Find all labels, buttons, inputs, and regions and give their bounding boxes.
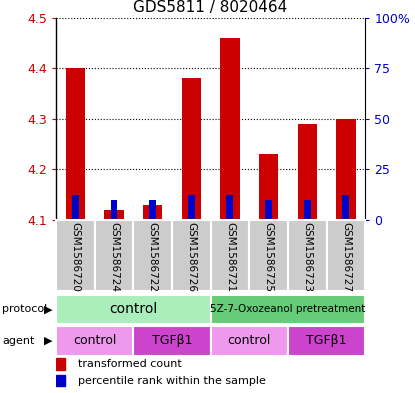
Bar — [133, 220, 172, 291]
Text: control: control — [73, 334, 116, 347]
Bar — [265, 200, 272, 220]
Text: TGFβ1: TGFβ1 — [152, 334, 192, 347]
Bar — [56, 358, 65, 370]
Bar — [188, 195, 195, 220]
Text: GSM1586727: GSM1586727 — [341, 222, 351, 292]
Bar — [336, 119, 356, 220]
Bar — [182, 78, 201, 220]
Text: GSM1586720: GSM1586720 — [71, 222, 81, 292]
Bar — [95, 220, 133, 291]
Text: TGFβ1: TGFβ1 — [306, 334, 347, 347]
Text: control: control — [227, 334, 271, 347]
Text: GSM1586725: GSM1586725 — [264, 222, 273, 292]
Bar — [298, 124, 317, 220]
Text: ▶: ▶ — [44, 336, 52, 346]
Text: agent: agent — [2, 336, 34, 346]
Text: GSM1586724: GSM1586724 — [109, 222, 119, 292]
Bar — [288, 220, 327, 291]
Bar — [143, 205, 162, 220]
Text: transformed count: transformed count — [78, 359, 181, 369]
Bar — [327, 220, 365, 291]
Bar — [227, 195, 233, 220]
Bar — [56, 375, 65, 386]
Bar — [220, 38, 239, 220]
Bar — [66, 68, 85, 220]
Bar — [210, 295, 365, 324]
Text: percentile rank within the sample: percentile rank within the sample — [78, 376, 266, 386]
Bar — [259, 154, 278, 220]
Bar — [104, 210, 124, 220]
Bar — [56, 326, 133, 356]
Bar — [56, 295, 210, 324]
Bar — [56, 220, 95, 291]
Bar — [72, 195, 79, 220]
Text: 5Z-7-Oxozeanol pretreatment: 5Z-7-Oxozeanol pretreatment — [210, 305, 366, 314]
Text: GSM1586722: GSM1586722 — [148, 222, 158, 292]
Bar — [210, 220, 249, 291]
Title: GDS5811 / 8020464: GDS5811 / 8020464 — [134, 0, 288, 15]
Text: GSM1586723: GSM1586723 — [302, 222, 312, 292]
Bar — [288, 326, 365, 356]
Bar — [210, 326, 288, 356]
Text: ▶: ▶ — [44, 305, 52, 314]
Text: GSM1586721: GSM1586721 — [225, 222, 235, 292]
Bar — [133, 326, 210, 356]
Bar — [249, 220, 288, 291]
Bar — [172, 220, 210, 291]
Bar — [149, 200, 156, 220]
Bar — [304, 200, 311, 220]
Bar — [342, 195, 349, 220]
Bar — [110, 200, 117, 220]
Text: GSM1586726: GSM1586726 — [186, 222, 196, 292]
Text: control: control — [109, 303, 157, 316]
Text: protocol: protocol — [2, 305, 47, 314]
